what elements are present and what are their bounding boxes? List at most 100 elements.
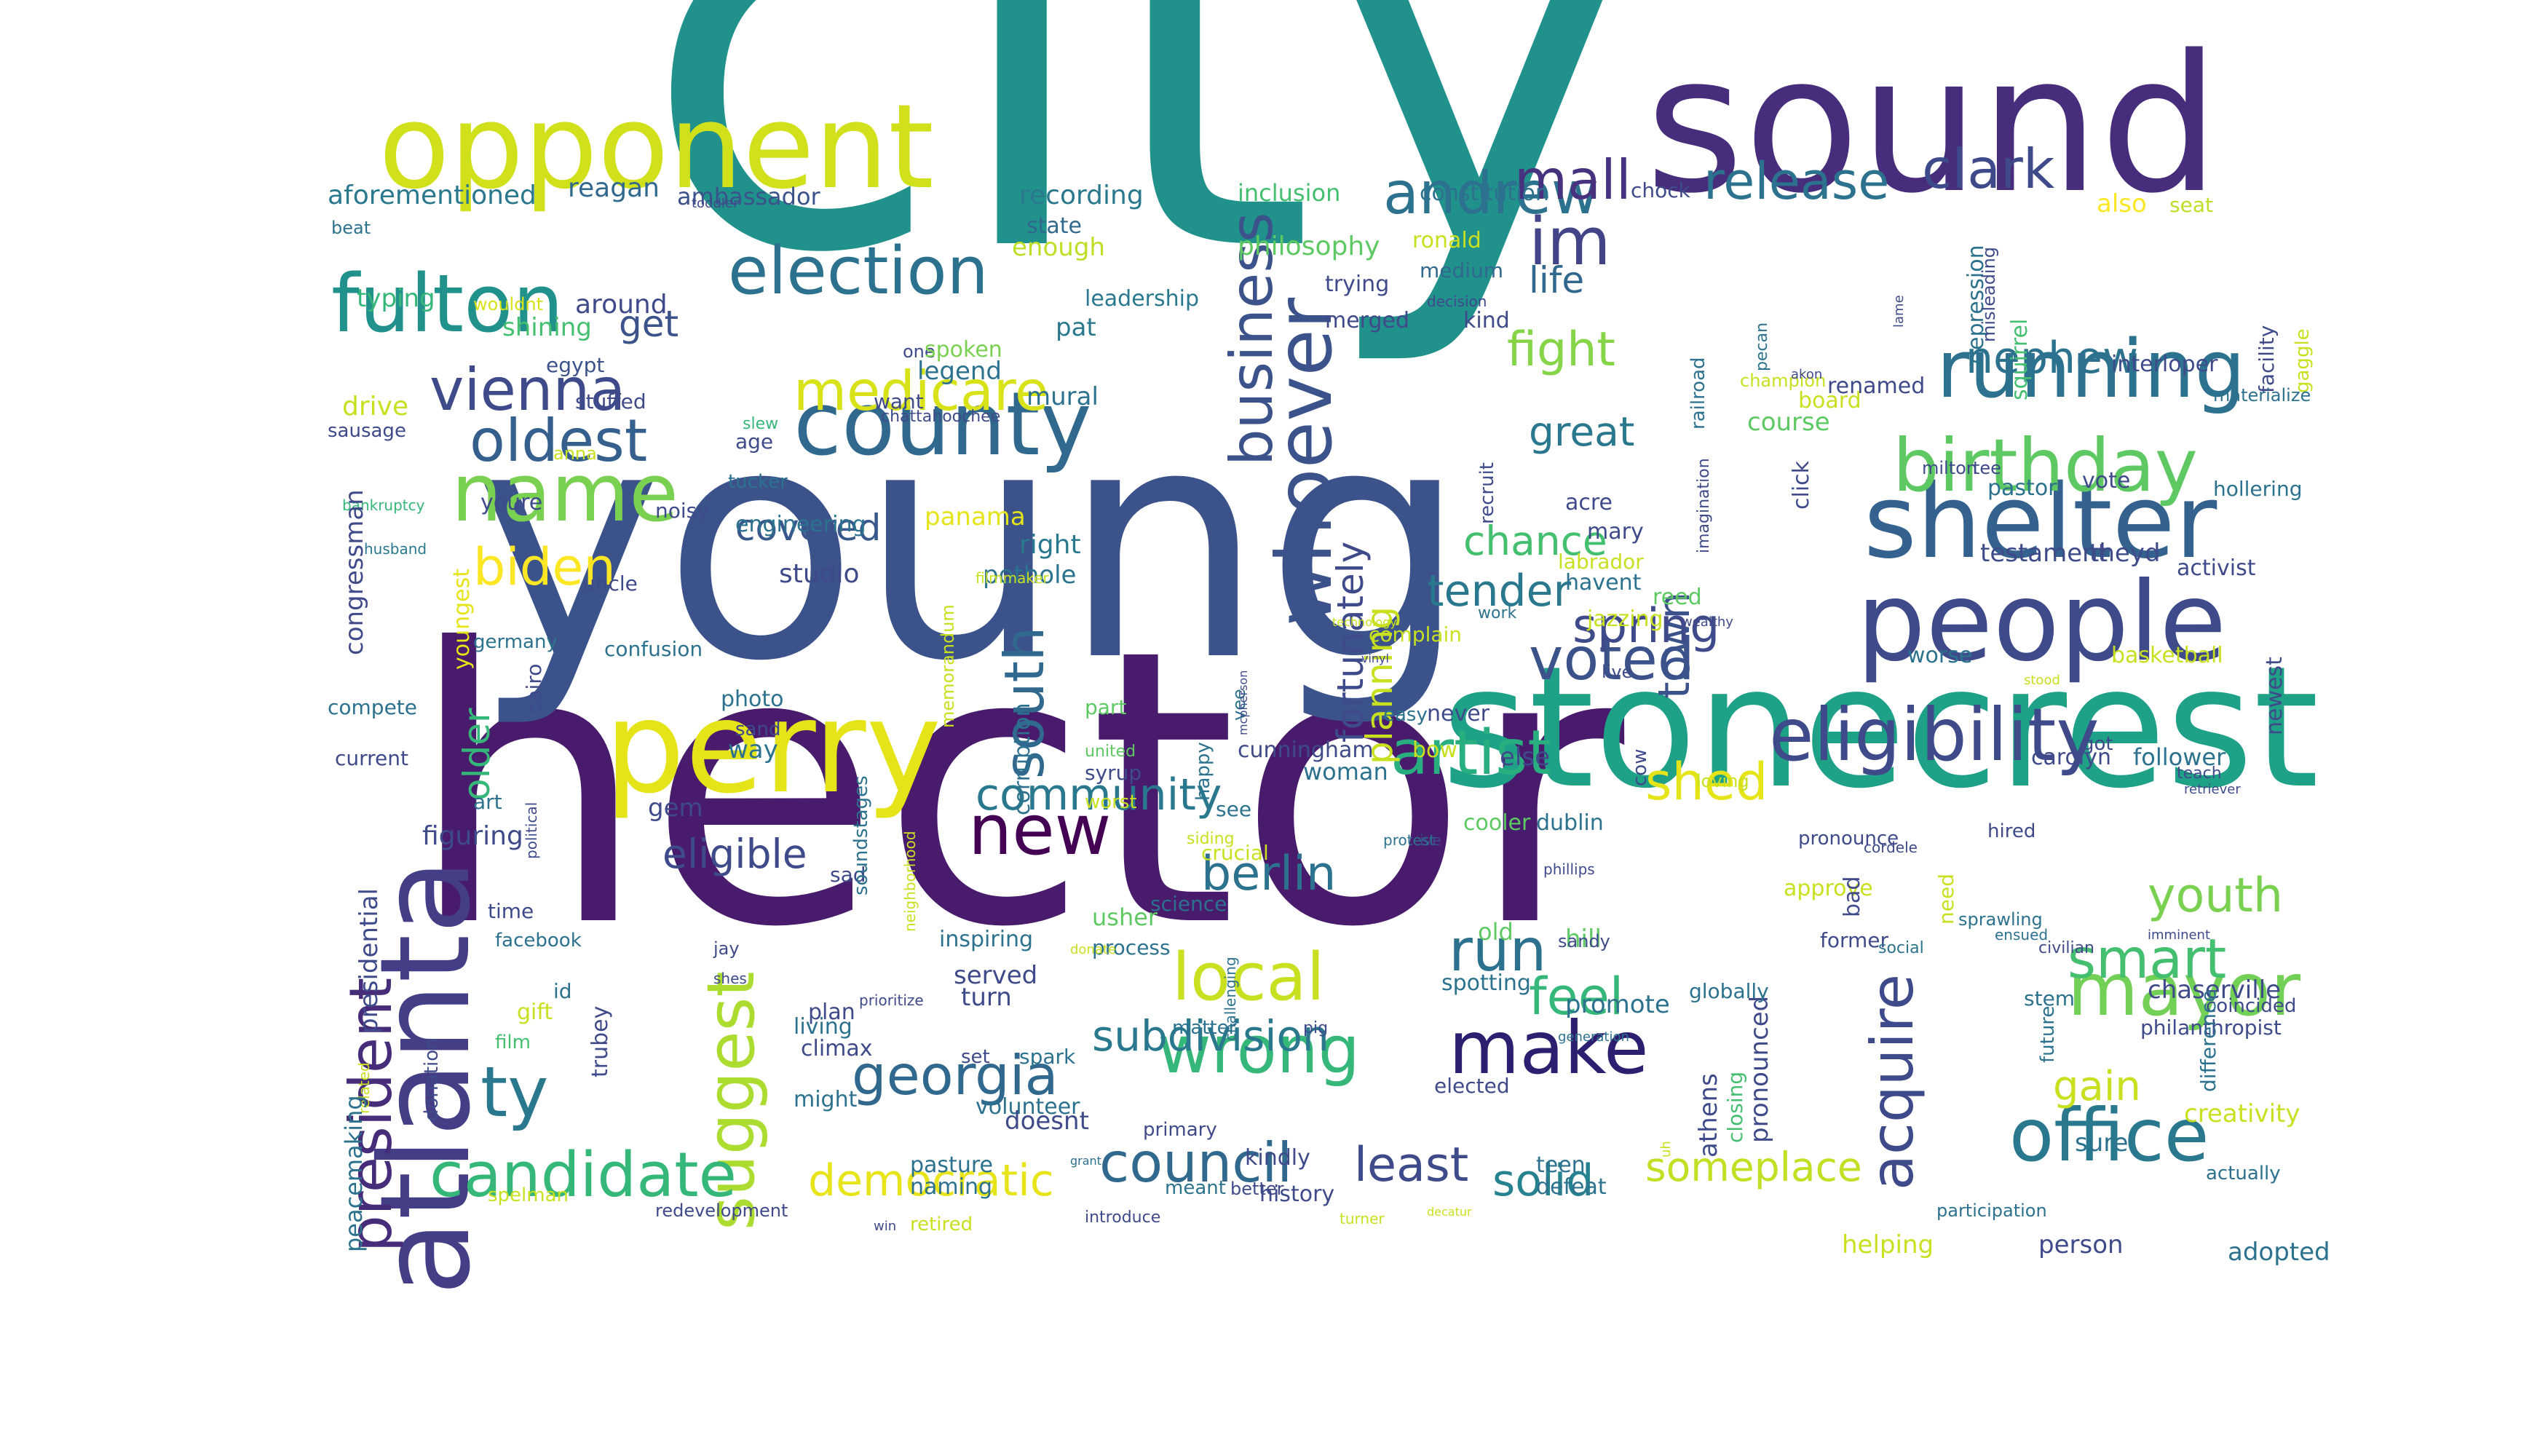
word: clark	[1922, 137, 2055, 201]
word: opponent	[379, 79, 934, 215]
word: promote	[1565, 989, 1670, 1019]
word: approve	[1784, 876, 1873, 901]
word: eligibility	[1769, 692, 2100, 778]
word: reed	[1653, 585, 1702, 610]
word: berlin	[1201, 847, 1337, 901]
word: fulton	[331, 257, 564, 350]
word: havent	[1565, 570, 1642, 596]
word: introduce	[1085, 1208, 1161, 1227]
word: smart	[2068, 927, 2227, 991]
word: photo	[721, 687, 784, 712]
word: voted	[1529, 625, 1695, 693]
word: mural	[1026, 381, 1099, 411]
word: meant	[1165, 1177, 1226, 1200]
word: democratic	[808, 1155, 1054, 1206]
word: plan	[808, 1000, 855, 1025]
word: milton	[1922, 457, 1978, 478]
word: closing	[1723, 1071, 1747, 1143]
word: shes	[713, 970, 747, 987]
word: champion	[1740, 370, 1827, 391]
word: cairo	[522, 663, 546, 713]
word: work	[1478, 604, 1517, 623]
word: person	[2038, 1230, 2124, 1259]
word: community	[976, 769, 1222, 820]
word: retired	[910, 1214, 973, 1236]
word: defeat	[1536, 1174, 1607, 1200]
word: release	[1704, 151, 1890, 211]
word: current	[335, 745, 409, 770]
word: birthday	[1893, 423, 2198, 508]
word: turner	[1340, 1210, 1385, 1227]
word: dublin	[1536, 810, 1604, 836]
word: acquire	[1859, 973, 1926, 1190]
word: pig	[1303, 1019, 1329, 1038]
word: crucial	[1201, 840, 1269, 865]
word: follower	[2133, 743, 2226, 772]
word: biden	[473, 537, 616, 597]
word: pronounced	[1745, 995, 1774, 1143]
word: merged	[1325, 308, 1410, 333]
word: actually	[2206, 1163, 2281, 1185]
word: artist	[1390, 717, 1552, 789]
word: old	[1478, 918, 1514, 946]
word: matter	[1172, 1017, 1237, 1040]
word: fight	[1507, 323, 1615, 377]
word: creativity	[2184, 1099, 2300, 1128]
word: donation	[421, 1037, 443, 1121]
word: facility	[2255, 325, 2279, 393]
word: feel	[1529, 967, 1624, 1026]
word: neighborhood	[901, 831, 919, 932]
word: newest	[2262, 657, 2287, 735]
word: stonecrest	[1441, 631, 2319, 826]
word: time	[488, 898, 534, 923]
word: process	[1092, 935, 1171, 960]
word: globally	[1689, 978, 1769, 1003]
word: imagination	[1695, 458, 1713, 553]
word: someplace	[1645, 1144, 1862, 1190]
word: cunningham	[1238, 737, 1374, 763]
word: jazzing	[1587, 606, 1663, 632]
word: complain	[1369, 622, 1463, 646]
word: philanthropist	[2140, 1015, 2282, 1040]
word: confusion	[604, 636, 703, 661]
word: chance	[1463, 518, 1607, 564]
word: run	[1449, 917, 1547, 984]
word: bankruptcy	[342, 496, 425, 514]
word: squirrel	[2007, 318, 2033, 400]
word: difference	[2196, 989, 2220, 1092]
word: volunteer	[976, 1094, 1080, 1120]
word: need	[1934, 874, 1958, 925]
word: candidate	[430, 1139, 737, 1211]
word: hired	[1987, 820, 2036, 843]
word: got	[2082, 733, 2113, 756]
word: bad	[1840, 876, 1865, 917]
word: great	[1529, 408, 1635, 455]
word: shining	[502, 312, 592, 342]
word: sound	[1645, 15, 2220, 235]
word: railroad	[1688, 357, 1709, 430]
word: happy	[1192, 742, 1214, 801]
word: decision	[1427, 293, 1487, 310]
word: elected	[1434, 1073, 1510, 1098]
word: united	[1085, 743, 1136, 761]
word: mcpherson	[1236, 670, 1250, 735]
word: climax	[801, 1036, 873, 1061]
word: uh	[1658, 1141, 1674, 1158]
word: eligible	[662, 831, 807, 877]
word: primary	[1143, 1119, 1217, 1142]
word: typing	[357, 283, 435, 313]
word: cordele	[1864, 839, 1918, 856]
word: soundstages	[850, 775, 872, 895]
word: sprawling	[1958, 909, 2043, 930]
word: else	[1500, 742, 1550, 772]
word: pat	[1056, 312, 1096, 342]
word: council	[1099, 1131, 1293, 1195]
word: misleading	[1979, 246, 1999, 342]
word: city	[641, 0, 1643, 374]
word: served	[954, 960, 1038, 990]
word: filmmaker	[976, 569, 1049, 587]
word: covered	[735, 507, 882, 549]
word: woman	[1303, 758, 1388, 786]
word: pasture	[910, 1152, 993, 1178]
word: jay	[713, 938, 740, 959]
